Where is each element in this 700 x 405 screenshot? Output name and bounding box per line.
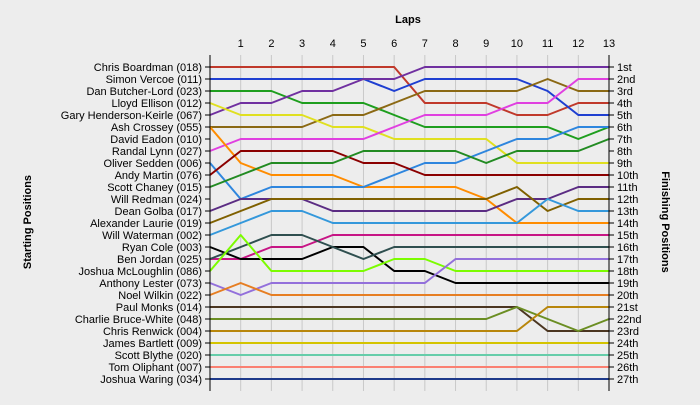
rider-line bbox=[209, 186, 609, 224]
rider-line bbox=[209, 78, 609, 152]
starting-position-label: Tom Oliphant (007) bbox=[108, 362, 202, 374]
finishing-position-label: 11th bbox=[617, 182, 638, 194]
lap-tick-label: 9 bbox=[483, 38, 489, 50]
lap-tick-label: 12 bbox=[572, 38, 584, 50]
finishing-position-label: 19th bbox=[617, 278, 638, 290]
rider-line bbox=[210, 78, 609, 116]
starting-position-label: Scott Chaney (015) bbox=[107, 182, 202, 194]
starting-position-label: Ryan Cole (003) bbox=[122, 242, 202, 254]
finishing-position-label: 24th bbox=[617, 338, 638, 350]
starting-position-label: Chris Renwick (004) bbox=[103, 326, 202, 338]
starting-position-label: Alexander Laurie (019) bbox=[90, 218, 202, 230]
starting-position-label: Will Waterman (002) bbox=[102, 230, 202, 242]
finishing-position-label: 25th bbox=[617, 350, 638, 362]
lap-tick-label: 10 bbox=[511, 38, 523, 50]
rider-line bbox=[209, 234, 609, 260]
starting-position-label: Charlie Bruce-White (048) bbox=[75, 314, 202, 326]
starting-position-label: James Bartlett (009) bbox=[103, 338, 202, 350]
starting-position-label: Anthony Lester (073) bbox=[99, 278, 202, 290]
y-axis-label-right: Finishing Positions bbox=[659, 171, 671, 272]
finishing-position-label: 10th bbox=[617, 170, 638, 182]
rider-line bbox=[209, 198, 609, 236]
starting-position-label: Will Redman (024) bbox=[111, 194, 202, 206]
rider-line bbox=[210, 306, 609, 332]
lap-tick-label: 11 bbox=[542, 38, 553, 50]
finishing-position-label: 5th bbox=[617, 110, 632, 122]
starting-position-label: Dan Butcher-Lord (023) bbox=[86, 86, 202, 98]
series-lines bbox=[209, 66, 610, 380]
starting-position-label: Joshua McLoughlin (086) bbox=[78, 266, 202, 278]
starting-position-label: Simon Vercoe (011) bbox=[106, 74, 202, 86]
finishing-position-label: 16th bbox=[617, 242, 638, 254]
starting-position-label: Lloyd Ellison (012) bbox=[112, 98, 203, 110]
rider-line bbox=[209, 282, 609, 296]
starting-position-label: Dean Golba (017) bbox=[115, 206, 202, 218]
lap-tick-label: 2 bbox=[268, 38, 274, 50]
lap-tick-label: 3 bbox=[299, 38, 305, 50]
rider-line bbox=[209, 258, 609, 296]
rider-line bbox=[209, 126, 609, 224]
finishing-position-label: 12th bbox=[617, 194, 638, 206]
starting-position-label: Gary Henderson-Keirle (067) bbox=[61, 110, 202, 122]
starting-position-label: Ben Jordan (025) bbox=[117, 254, 202, 266]
finishing-position-label: 3rd bbox=[617, 86, 633, 98]
starting-position-label: Andy Martin (076) bbox=[115, 170, 202, 182]
lap-tick-label: 5 bbox=[360, 38, 366, 50]
rider-line bbox=[210, 78, 609, 128]
finishing-position-label: 13th bbox=[617, 206, 638, 218]
rider-line bbox=[209, 246, 609, 284]
lap-tick-label: 7 bbox=[422, 38, 428, 50]
starting-position-label: Oliver Sedden (006) bbox=[104, 158, 202, 170]
finishing-position-label: 18th bbox=[617, 266, 638, 278]
starting-position-label: Scott Blythe (020) bbox=[115, 350, 202, 362]
rider-line bbox=[210, 306, 610, 332]
rider-line bbox=[209, 66, 609, 116]
finishing-position-label: 6th bbox=[617, 122, 632, 134]
rider-line bbox=[209, 234, 609, 272]
starting-position-label: David Eadon (010) bbox=[110, 134, 202, 146]
starting-position-label: Joshua Waring (034) bbox=[100, 374, 202, 386]
chart-title: Laps bbox=[395, 14, 421, 26]
finishing-position-label: 15th bbox=[617, 230, 638, 242]
rider-line bbox=[209, 102, 609, 164]
finishing-position-label: 7th bbox=[617, 134, 632, 146]
starting-position-label: Paul Monks (014) bbox=[116, 302, 202, 314]
y-axis-label-left: Starting Positions bbox=[22, 175, 34, 269]
starting-position-label: Chris Boardman (018) bbox=[94, 62, 202, 74]
starting-position-label: Ash Crossey (055) bbox=[111, 122, 202, 134]
finishing-position-label: 27th bbox=[617, 374, 638, 386]
lap-tick-label: 6 bbox=[391, 38, 397, 50]
finishing-position-label: 26th bbox=[617, 362, 638, 374]
finishing-position-label: 23rd bbox=[617, 326, 639, 338]
finishing-position-label: 22nd bbox=[617, 314, 641, 326]
rider-line bbox=[210, 234, 609, 260]
finishing-position-label: 4th bbox=[617, 98, 632, 110]
finishing-position-label: 20th bbox=[617, 290, 638, 302]
finishing-position-label: 8th bbox=[617, 146, 632, 158]
starting-position-label: Randal Lynn (027) bbox=[112, 146, 202, 158]
lap-tick-label: 13 bbox=[603, 38, 615, 50]
finishing-position-label: 21st bbox=[617, 302, 638, 314]
rider-line bbox=[209, 138, 610, 188]
lap-tick-label: 8 bbox=[452, 38, 458, 50]
rider-line bbox=[210, 306, 609, 332]
finishing-position-label: 1st bbox=[617, 62, 632, 74]
starting-position-label: Noel Wilkin (022) bbox=[118, 290, 202, 302]
lap-tick-label: 4 bbox=[330, 38, 336, 50]
lap-tick-label: 1 bbox=[238, 38, 244, 50]
finishing-position-label: 2nd bbox=[617, 74, 635, 86]
finishing-position-label: 14th bbox=[617, 218, 638, 230]
finishing-position-label: 9th bbox=[617, 158, 632, 170]
finishing-position-label: 17th bbox=[617, 254, 638, 266]
rider-line bbox=[209, 150, 609, 176]
axes bbox=[205, 55, 614, 391]
